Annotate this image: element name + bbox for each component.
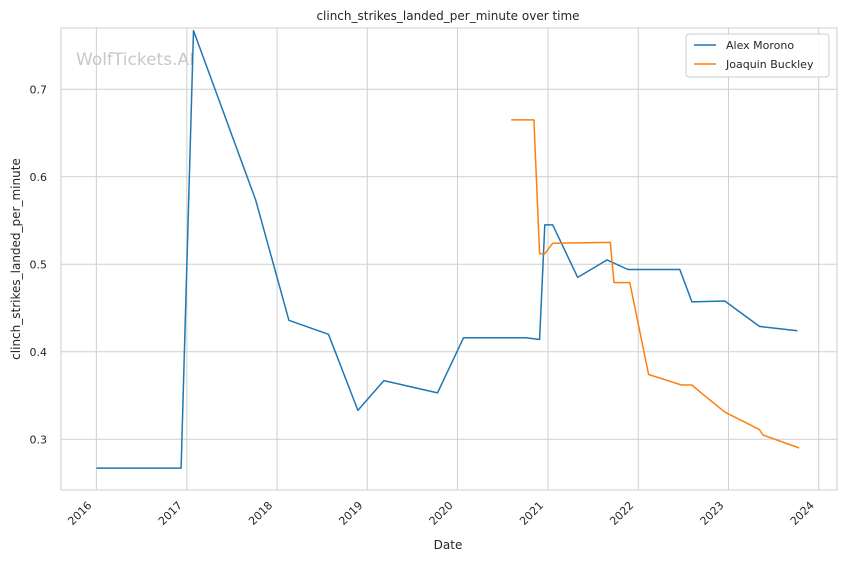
legend: Alex Morono Joaquin Buckley <box>685 33 830 78</box>
y-tick-label: 0.7 <box>30 83 48 96</box>
series-line-alex-morono <box>96 29 798 469</box>
legend-box <box>685 33 830 78</box>
watermark: WolfTickets.AI <box>76 50 194 70</box>
x-axis-label: Date <box>434 538 463 552</box>
series-line-joaquin-buckley <box>511 119 800 449</box>
grid <box>61 28 837 490</box>
y-axis-label: clinch_strikes_landed_per_minute <box>9 158 23 360</box>
chart-title: clinch_strikes_landed_per_minute over ti… <box>316 9 579 23</box>
y-tick-label: 0.4 <box>30 346 48 359</box>
y-tick-label: 0.6 <box>30 171 48 184</box>
plot-frame <box>60 27 838 491</box>
legend-label-joaquin-buckley: Joaquin Buckley <box>725 58 814 71</box>
series-lines <box>96 29 800 469</box>
y-tick-label: 0.5 <box>30 258 48 271</box>
y-tick-label: 0.3 <box>30 433 48 446</box>
legend-label-alex-morono: Alex Morono <box>726 39 794 52</box>
